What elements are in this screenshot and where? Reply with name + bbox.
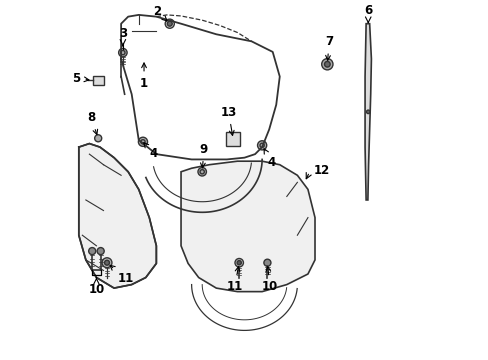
Text: 9: 9 [200,143,208,168]
Text: 5: 5 [72,72,89,85]
Circle shape [321,59,332,70]
Polygon shape [79,144,156,288]
Circle shape [138,137,147,147]
Circle shape [237,261,241,265]
Text: 1: 1 [140,63,148,90]
Circle shape [97,248,104,255]
Circle shape [165,19,174,28]
Text: 2: 2 [153,5,166,21]
Circle shape [167,21,172,26]
Circle shape [95,135,102,142]
Circle shape [198,167,206,176]
Text: 10: 10 [261,267,278,293]
Circle shape [264,259,270,266]
FancyBboxPatch shape [226,132,240,146]
Text: 7: 7 [325,35,332,60]
Text: 11: 11 [226,267,242,293]
FancyBboxPatch shape [92,76,103,85]
Circle shape [104,260,109,265]
Text: 3: 3 [119,27,127,40]
Circle shape [324,62,329,67]
Circle shape [366,110,369,114]
Circle shape [88,248,96,255]
Text: 13: 13 [220,106,236,135]
Circle shape [235,258,243,267]
Circle shape [102,258,112,267]
Text: 12: 12 [313,163,329,176]
Text: 6: 6 [364,4,371,17]
Circle shape [119,48,127,57]
Text: 11: 11 [110,265,134,285]
Polygon shape [181,161,314,292]
Text: 4: 4 [143,143,157,160]
Polygon shape [365,24,371,200]
Text: 4: 4 [264,149,275,169]
Text: 8: 8 [87,111,98,135]
Text: 10: 10 [88,283,104,296]
Circle shape [257,141,266,150]
